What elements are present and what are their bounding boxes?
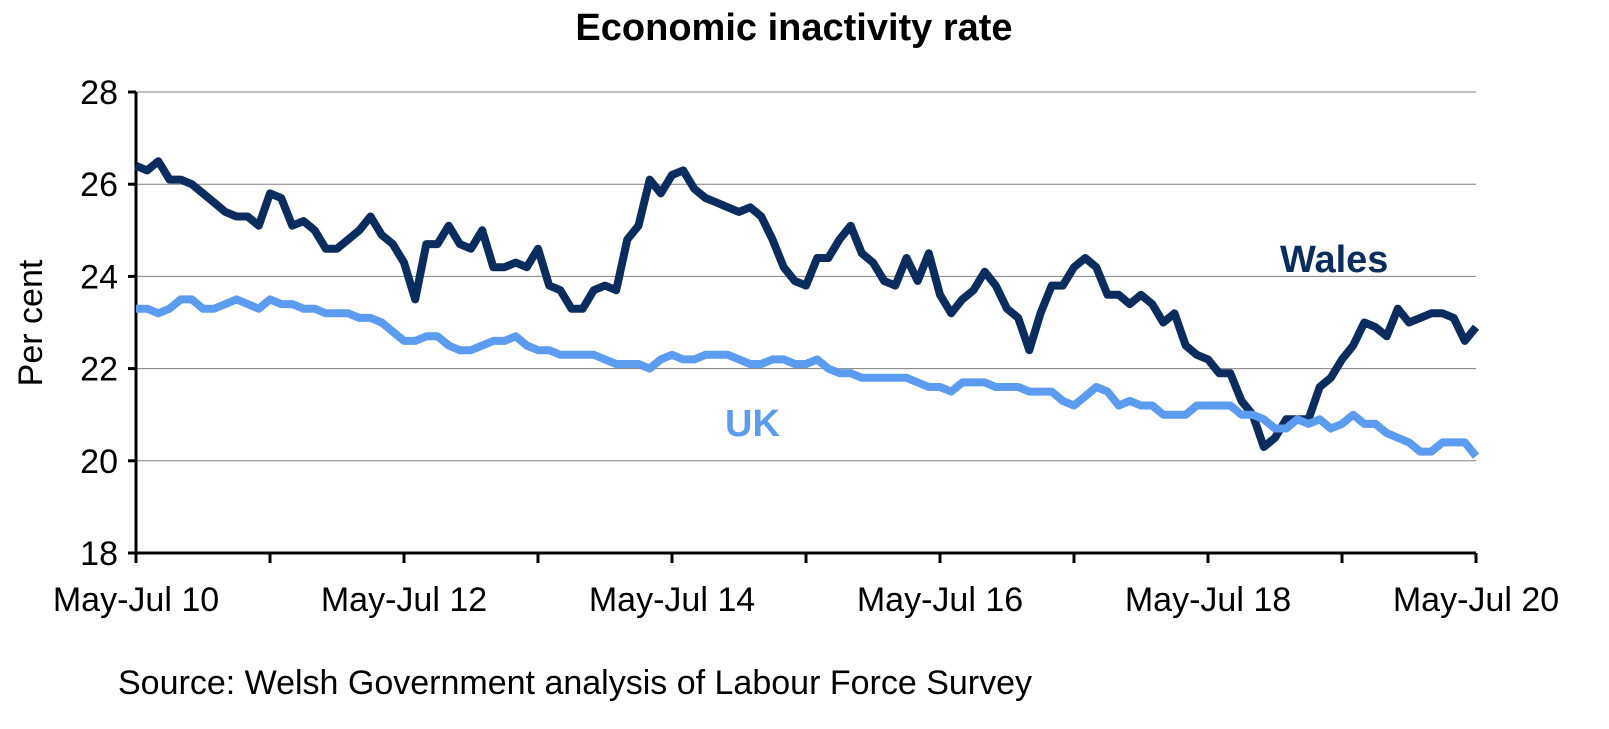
y-tick-label: 18 (80, 535, 118, 573)
x-tick-label: May-Jul 18 (1125, 581, 1291, 619)
series-lines (134, 157, 1480, 459)
series-line-wales (134, 157, 1480, 451)
x-tick-label: May-Jul 12 (321, 581, 487, 619)
x-tick-label: May-Jul 20 (1393, 581, 1559, 619)
x-tick-labels: May-Jul 10 May-Jul 12 May-Jul 14 May-Jul 16… (53, 581, 1559, 619)
y-tick-label: 28 (80, 74, 118, 112)
x-tick-label: May-Jul 14 (589, 581, 755, 619)
y-axis-label: Per cent (12, 259, 50, 386)
x-tick-label: May-Jul 16 (857, 581, 1023, 619)
y-tick-label: 24 (80, 258, 118, 296)
y-tick-label: 26 (80, 166, 118, 204)
chart-title: Economic inactivity rate (575, 7, 1012, 49)
axes (128, 90, 1478, 563)
source-note: Source: Welsh Government analysis of Lab… (118, 664, 1032, 702)
x-tick-label: May-Jul 10 (53, 581, 219, 619)
y-tick-labels: 18 20 22 24 26 28 (80, 74, 118, 573)
series-label-uk: UK (725, 403, 780, 445)
series-label-wales: Wales (1280, 239, 1388, 281)
y-tick-label: 22 (80, 351, 118, 389)
y-tick-label: 20 (80, 443, 118, 481)
series-line-uk (136, 295, 1480, 459)
